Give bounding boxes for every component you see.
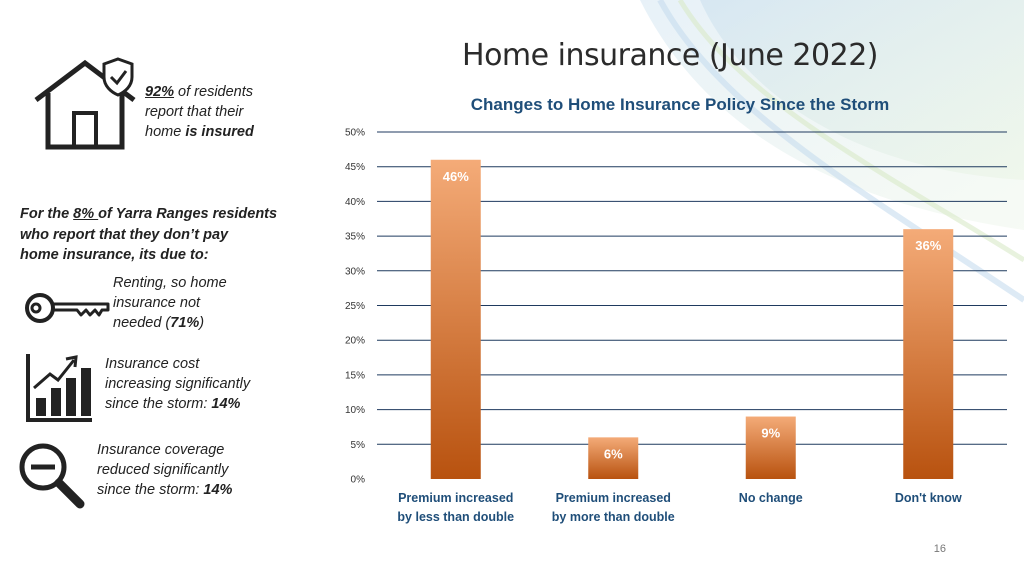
page-title: Home insurance (June 2022)	[462, 38, 878, 73]
uninsured-line3: home insurance, its due to:	[20, 247, 209, 263]
y-tick-label: 45%	[345, 162, 365, 173]
reason-coverage-l3a: since the storm:	[97, 482, 204, 498]
y-tick-label: 30%	[345, 266, 365, 277]
bars	[430, 159, 954, 479]
labels: 0% 5% 10% 15% 20% 25% 30% 35% 40% 45% 50% 46% Premiu…	[345, 128, 962, 525]
key-icon	[25, 293, 110, 323]
category-label: No change	[739, 491, 803, 505]
reason-renting-l3a: needed (	[113, 315, 171, 331]
uninsured-lead: For the 8% of Yarra Ranges residents who…	[20, 204, 300, 266]
reason-renting-l1: Renting, so home	[113, 275, 227, 291]
y-tick-label: 50%	[345, 128, 365, 139]
insured-text-b: report that their	[145, 104, 244, 120]
reason-cost: Insurance cost increasing significantly …	[105, 354, 305, 414]
reason-coverage: Insurance coverage reduced significantly…	[97, 440, 297, 500]
category-label: by more than double	[552, 510, 675, 524]
y-tick-label: 20%	[345, 336, 365, 347]
insured-text: 92% of residents report that their home …	[145, 82, 305, 142]
reason-coverage-l1: Insurance coverage	[97, 442, 225, 458]
reason-coverage-l2: reduced significantly	[97, 462, 229, 478]
reason-cost-l2: increasing significantly	[105, 376, 251, 392]
chart-title: Changes to Home Insurance Policy Since t…	[470, 95, 890, 114]
reason-cost-pct: 14%	[211, 396, 241, 412]
reason-renting: Renting, so home insurance not needed (7…	[113, 273, 303, 333]
bar	[745, 416, 796, 479]
data-label: 6%	[604, 446, 623, 461]
y-tick-label: 10%	[345, 405, 365, 416]
y-tick-label: 35%	[345, 232, 365, 243]
bar	[588, 437, 639, 479]
category-label: Don't know	[895, 491, 962, 505]
uninsured-pct: 8%	[73, 206, 99, 222]
insured-text-d: is insured	[185, 124, 254, 140]
data-label: 9%	[761, 426, 780, 441]
data-label: 36%	[915, 238, 941, 253]
bar-chart-growth-icon	[26, 354, 92, 422]
y-tick-label: 15%	[345, 370, 365, 381]
category-label: Premium increased	[398, 491, 513, 505]
bar	[903, 229, 954, 479]
reason-cost-l3a: since the storm:	[105, 396, 212, 412]
reason-renting-l2: insurance not	[113, 295, 201, 311]
insured-text-c: home	[145, 124, 186, 140]
category-label: Premium increased	[556, 491, 671, 505]
category-label: by less than double	[397, 510, 514, 524]
reason-coverage-pct: 14%	[203, 482, 233, 498]
uninsured-line1b: of Yarra Ranges residents	[98, 206, 278, 222]
reason-renting-pct: 71%	[170, 315, 200, 331]
y-tick-label: 5%	[351, 440, 366, 451]
insured-pct: 92%	[145, 84, 175, 100]
data-label: 46%	[443, 169, 469, 184]
magnifier-minus-icon	[19, 443, 85, 509]
y-tick-label: 0%	[351, 475, 366, 486]
reason-cost-l1: Insurance cost	[105, 356, 200, 372]
uninsured-line2: who report that they don’t pay	[20, 226, 229, 243]
insured-text-a: of residents	[174, 84, 254, 100]
y-tick-label: 40%	[345, 197, 365, 208]
y-tick-label: 25%	[345, 301, 365, 312]
uninsured-line1a: For the	[20, 206, 74, 222]
reason-renting-l3c: )	[199, 315, 205, 331]
gridlines	[377, 131, 1007, 445]
house-shield-icon	[34, 57, 136, 150]
bar	[430, 159, 481, 479]
page-number: 16	[933, 543, 946, 555]
